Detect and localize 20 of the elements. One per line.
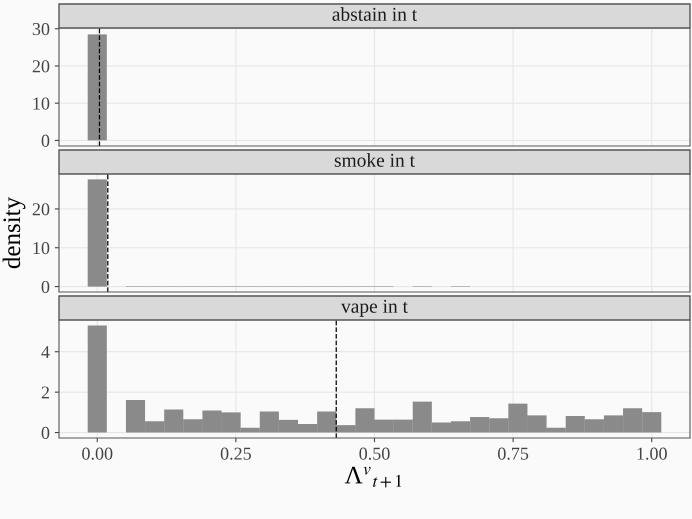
chart-title: smoke in t: [334, 153, 415, 167]
x-tick-label: 0.25: [220, 448, 251, 460]
y-axis-title: density: [2, 196, 26, 268]
y-tick-label: 0: [42, 134, 50, 147]
y-tick-label: 0: [42, 280, 50, 294]
y-tick-label: 2: [42, 386, 49, 398]
y-tick-label: 4: [41, 346, 50, 358]
x-tick-label: 1.00: [638, 448, 667, 460]
x-axis-title: Λ$^{v}$$_{t+1}$: [344, 466, 402, 488]
x-tick-label: 0.75: [498, 448, 528, 460]
x-tick-label: 0.50: [359, 448, 390, 460]
chart-title: abstain in t: [332, 7, 418, 21]
y-tick-label: 10: [34, 242, 50, 254]
x-tick-label: 0.00: [82, 448, 112, 460]
y-tick-label: 0: [42, 426, 50, 439]
y-tick-label: 20: [32, 60, 50, 72]
y-tick-label: 20: [32, 203, 50, 216]
y-tick-label: 10: [34, 97, 50, 110]
chart-title: vape in t: [341, 300, 408, 317]
y-tick-label: 30: [32, 23, 50, 36]
